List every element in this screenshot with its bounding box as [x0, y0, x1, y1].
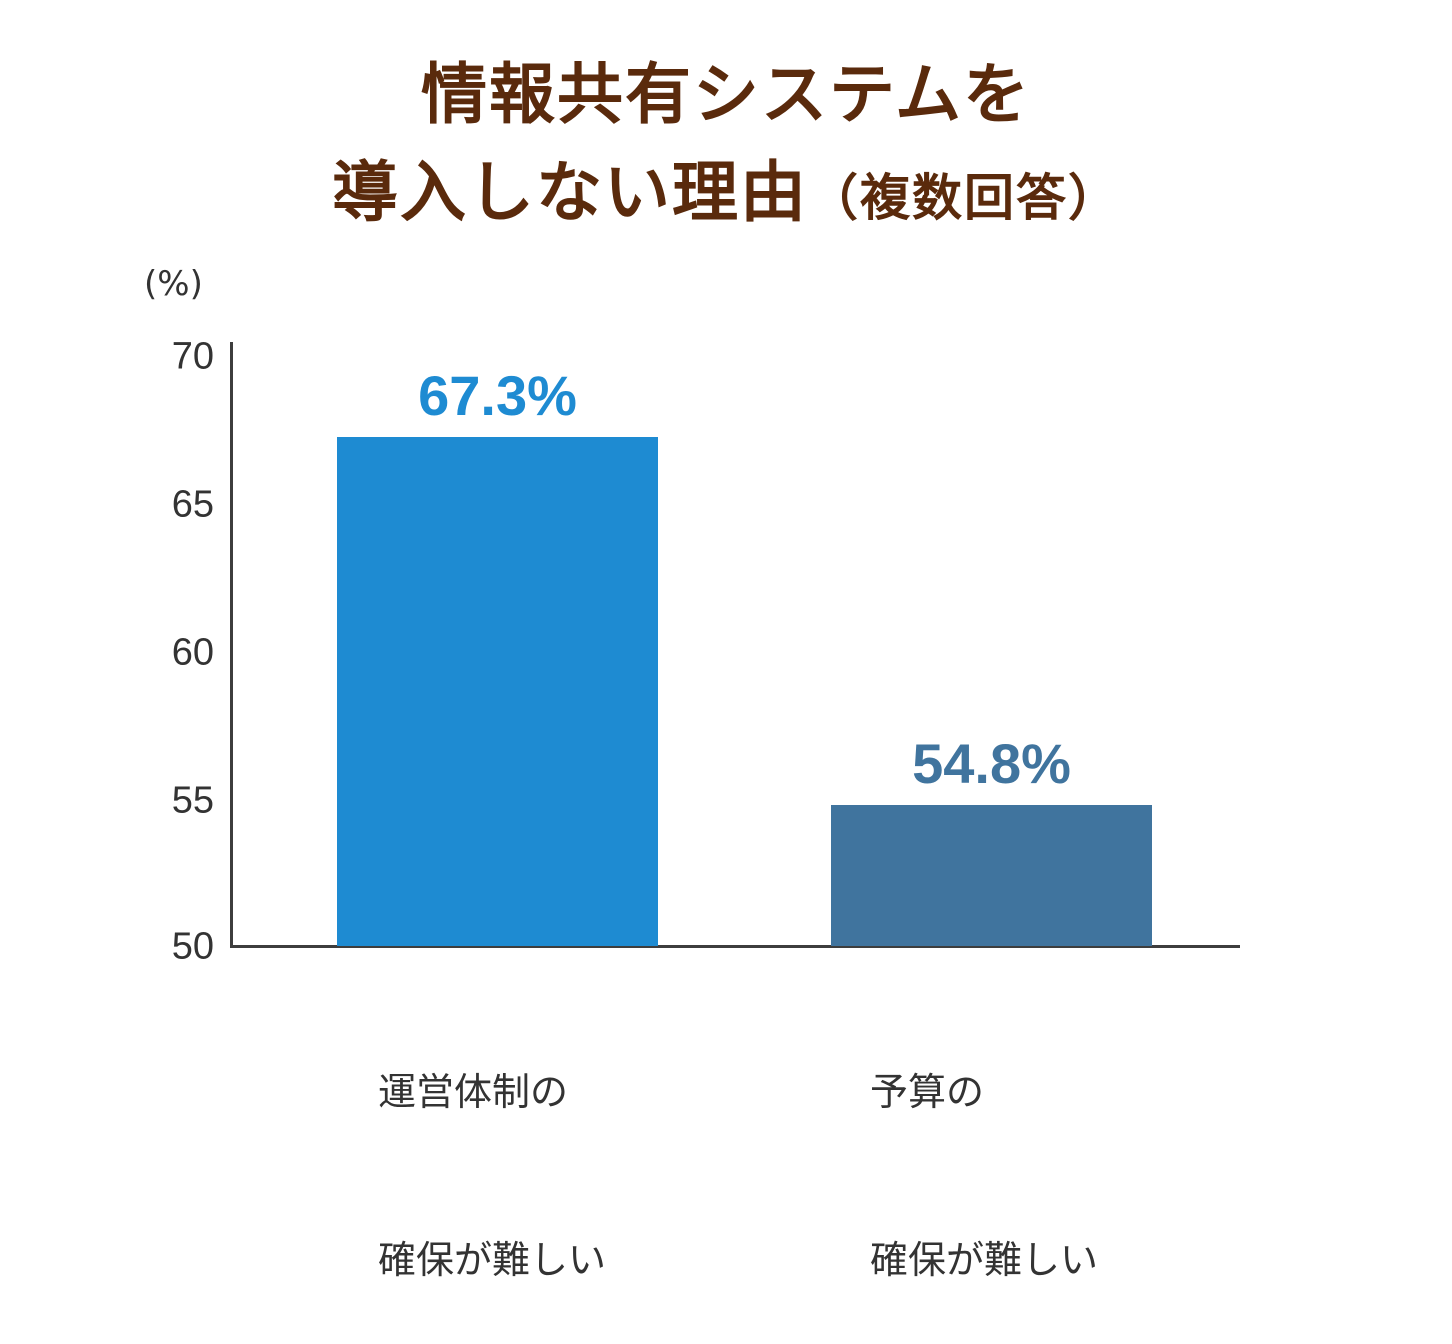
y-tick-55: 55 [171, 779, 214, 822]
value-label-budget: 54.8% [912, 731, 1071, 795]
y-tick-50: 50 [171, 925, 214, 968]
y-axis-unit: (%) [144, 264, 203, 304]
chart-title-suffix: （複数回答） [808, 169, 1120, 227]
bar-operation-structure [337, 436, 658, 946]
x-label-operation-structure: 運営体制の 確保が難しい [378, 952, 606, 1344]
x-label-line: 予算の [870, 1070, 985, 1114]
y-axis-line [230, 342, 233, 948]
y-tick-60: 60 [171, 631, 214, 674]
x-label-line: 確保が難しい [378, 1238, 607, 1282]
x-label-line: 運営体制の [378, 1070, 569, 1114]
x-label-budget: 予算の 確保が難しい [870, 952, 1098, 1344]
x-label-line: 確保が難しい [870, 1238, 1099, 1282]
chart-title-main: 導入しない理由 [332, 154, 808, 231]
bar-budget [831, 804, 1152, 946]
chart-title-line-2: 導入しない理由（複数回答） [0, 160, 1452, 226]
x-axis-line [230, 945, 1240, 948]
y-tick-70: 70 [171, 335, 214, 378]
chart-title-line-1: 情報共有システムを [420, 56, 1032, 133]
y-tick-65: 65 [171, 483, 214, 526]
value-label-operation-structure: 67.3% [418, 363, 577, 427]
